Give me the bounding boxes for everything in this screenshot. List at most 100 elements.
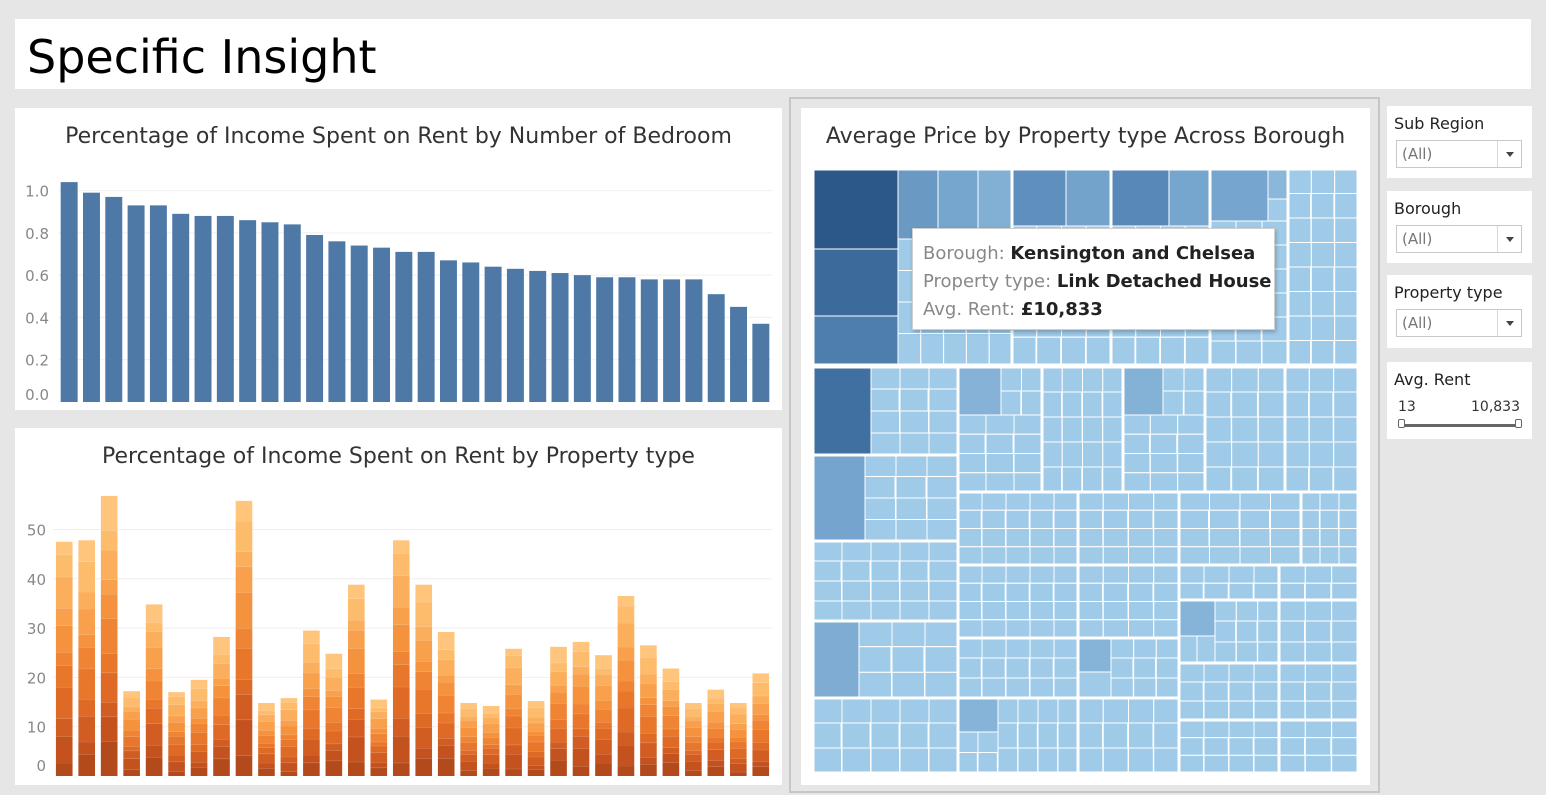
treemap-cell[interactable]: [988, 333, 1013, 366]
bedroom-bar[interactable]: [529, 270, 547, 402]
treemap-cell[interactable]: [1257, 441, 1286, 468]
treemap-cell[interactable]: [1029, 528, 1055, 548]
property-type-stacked-bar[interactable]: [123, 691, 140, 776]
treemap-cell[interactable]: [1077, 491, 1104, 511]
treemap-cell[interactable]: [1149, 472, 1179, 493]
treemap-cell[interactable]: [1203, 662, 1230, 683]
treemap-cell[interactable]: [1253, 719, 1280, 739]
bedroom-bar[interactable]: [439, 260, 457, 402]
treemap-cell[interactable]: [1204, 391, 1232, 418]
treemap-cell[interactable]: [899, 697, 930, 724]
treemap-cell[interactable]: [928, 410, 959, 434]
property-type-stacked-bar[interactable]: [550, 646, 567, 776]
treemap-cell[interactable]: [1178, 546, 1210, 566]
treemap-cell[interactable]: [1162, 390, 1184, 416]
treemap-cell[interactable]: [1331, 737, 1358, 756]
bedroom-bar[interactable]: [350, 245, 368, 402]
bedroom-bar[interactable]: [395, 251, 413, 402]
property-type-stacked-bar-chart[interactable]: 50 40 30 20 10 0: [15, 428, 782, 785]
treemap-cell[interactable]: [1102, 466, 1123, 493]
treemap-cell[interactable]: [1304, 662, 1333, 683]
treemap-cell[interactable]: [1053, 564, 1079, 584]
treemap-cell[interactable]: [1304, 641, 1332, 664]
treemap-cell[interactable]: [1203, 719, 1230, 739]
treemap-cell[interactable]: [1110, 336, 1136, 366]
avg-rent-slider-min-handle[interactable]: [1398, 419, 1405, 428]
treemap-cell[interactable]: [1257, 641, 1280, 664]
treemap-cell[interactable]: [812, 697, 843, 724]
treemap-cell[interactable]: [1102, 619, 1129, 639]
treemap-cell[interactable]: [1257, 466, 1285, 493]
treemap-cell[interactable]: [1228, 662, 1255, 683]
treemap-cell[interactable]: [1310, 266, 1335, 292]
treemap-cell[interactable]: [981, 509, 1006, 529]
bedroom-bar[interactable]: [328, 241, 346, 402]
treemap-cell[interactable]: [1128, 546, 1155, 566]
treemap-cell[interactable]: [897, 333, 922, 366]
treemap-cell[interactable]: [1153, 619, 1180, 639]
treemap-cell[interactable]: [924, 646, 958, 673]
treemap-cell[interactable]: [997, 747, 1019, 774]
treemap-cell[interactable]: [858, 646, 892, 673]
treemap-cell[interactable]: [1013, 433, 1042, 454]
treemap-cell[interactable]: [1110, 677, 1134, 699]
treemap-cell[interactable]: [1153, 546, 1180, 566]
treemap-cell[interactable]: [1102, 564, 1129, 584]
treemap-cell[interactable]: [1239, 528, 1271, 548]
treemap-cell[interactable]: [1331, 700, 1359, 721]
treemap-cell[interactable]: [899, 722, 929, 749]
treemap-cell[interactable]: [1082, 441, 1104, 468]
treemap-cell[interactable]: [1013, 472, 1043, 493]
treemap-cell[interactable]: [1077, 747, 1104, 774]
treemap-cell[interactable]: [1257, 599, 1280, 622]
treemap-cell[interactable]: [1013, 453, 1043, 474]
treemap-cell[interactable]: [1228, 681, 1254, 702]
treemap-cell[interactable]: [1153, 747, 1180, 774]
treemap-cell[interactable]: [926, 454, 959, 477]
treemap-cell[interactable]: [1196, 635, 1216, 664]
treemap-cell[interactable]: [1013, 414, 1043, 435]
treemap-cell[interactable]: [1133, 677, 1157, 699]
treemap-cell[interactable]: [1231, 441, 1259, 468]
bedroom-bar[interactable]: [707, 294, 725, 402]
treemap-cell[interactable]: [1005, 528, 1031, 548]
treemap-cell[interactable]: [1153, 509, 1179, 529]
treemap-cell[interactable]: [1331, 681, 1358, 702]
treemap-cell[interactable]: [957, 453, 987, 474]
treemap-cell[interactable]: [1284, 416, 1310, 443]
treemap-cell[interactable]: [841, 722, 871, 749]
treemap-cell[interactable]: [1228, 719, 1255, 739]
treemap-cell[interactable]: [1214, 620, 1237, 643]
treemap-cell[interactable]: [1077, 637, 1112, 673]
treemap-cell[interactable]: [1310, 242, 1336, 268]
treemap-cell[interactable]: [1102, 491, 1129, 511]
treemap-cell[interactable]: [1338, 509, 1358, 529]
treemap-cell[interactable]: [1287, 291, 1312, 317]
treemap-cell[interactable]: [924, 671, 958, 699]
treemap-cell[interactable]: [891, 646, 925, 673]
treemap-cell[interactable]: [812, 722, 842, 749]
treemap-cell[interactable]: [1077, 619, 1104, 639]
treemap-cell[interactable]: [928, 432, 959, 456]
treemap-cell[interactable]: [1029, 564, 1055, 584]
treemap-cell[interactable]: [1005, 601, 1031, 621]
treemap-cell[interactable]: [1304, 620, 1332, 643]
treemap-cell[interactable]: [1135, 336, 1161, 366]
treemap-cell[interactable]: [924, 620, 959, 648]
treemap-cell[interactable]: [1319, 509, 1339, 529]
treemap-cell[interactable]: [899, 432, 930, 456]
treemap-cell[interactable]: [1061, 441, 1083, 468]
treemap-cell[interactable]: [1102, 601, 1129, 621]
treemap-cell[interactable]: [1061, 336, 1086, 366]
treemap-cell[interactable]: [864, 476, 896, 499]
treemap-cell[interactable]: [1065, 168, 1112, 227]
treemap-cell[interactable]: [1057, 747, 1079, 774]
treemap-cell[interactable]: [1300, 491, 1321, 511]
treemap-cell[interactable]: [1204, 466, 1232, 493]
treemap-cell[interactable]: [1178, 491, 1210, 511]
treemap-cell[interactable]: [1053, 657, 1078, 679]
treemap-cell[interactable]: [981, 546, 1007, 566]
treemap-cell[interactable]: [1338, 528, 1359, 548]
treemap-cell[interactable]: [1304, 737, 1332, 756]
treemap-cell[interactable]: [1011, 336, 1037, 366]
